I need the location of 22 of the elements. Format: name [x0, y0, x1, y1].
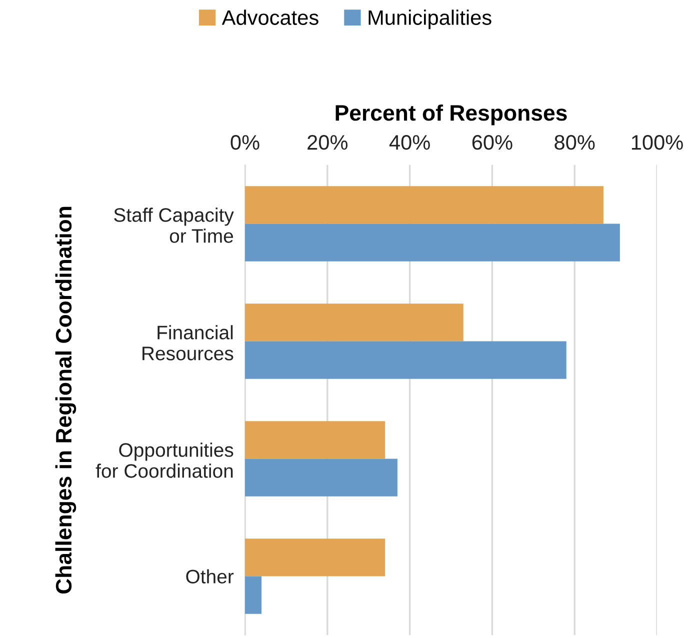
- bar: [245, 421, 386, 459]
- x-axis-title: Percent of Responses: [336, 104, 567, 126]
- bar: [245, 538, 386, 576]
- bar: [245, 458, 398, 496]
- x-tick-label: 80%: [554, 135, 595, 150]
- y-tick-label: Financial Resources: [142, 325, 234, 360]
- bar: [245, 224, 620, 262]
- bar: [245, 304, 464, 342]
- legend-label: Municipalities: [368, 10, 492, 30]
- x-tick-label: 40%: [389, 135, 430, 150]
- y-axis-title: Challenges in Regional Coordination: [55, 206, 76, 594]
- bar: [245, 576, 262, 614]
- y-tick-label: Other: [186, 569, 234, 584]
- x-tick-label: 20%: [308, 135, 348, 150]
- bar: [245, 341, 566, 379]
- y-tick-label: Staff Capacity or Time: [114, 208, 234, 243]
- legend-label: Advocates: [222, 10, 318, 25]
- x-tick-label: 100%: [632, 135, 683, 150]
- x-tick-label: 0%: [230, 135, 260, 150]
- bar: [245, 186, 604, 224]
- y-tick-label: Opportunities for Coordination: [96, 442, 234, 478]
- x-tick-label: 60%: [472, 135, 512, 150]
